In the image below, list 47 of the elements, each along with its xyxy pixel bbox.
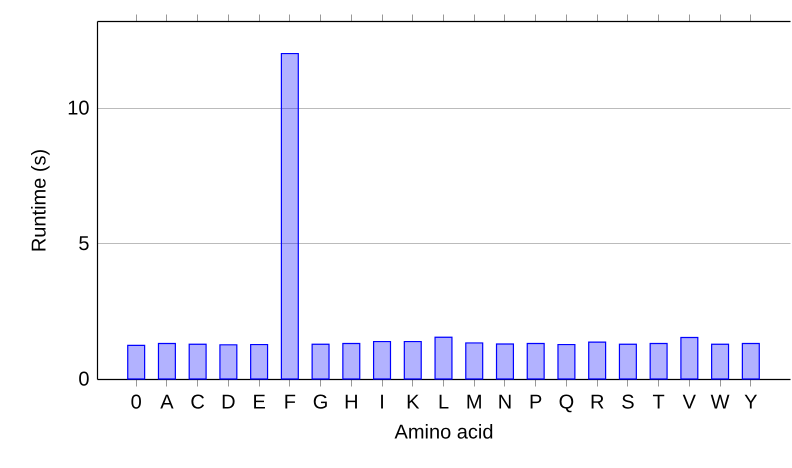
x-tick-label: W xyxy=(710,392,730,414)
x-tick-label: Q xyxy=(558,392,574,414)
x-tick-label: Y xyxy=(744,392,758,414)
x-tick-label: R xyxy=(590,392,604,414)
x-tick-label: A xyxy=(160,392,174,414)
bar xyxy=(219,344,238,380)
bar xyxy=(557,344,576,380)
bar xyxy=(280,52,299,380)
x-tick-label: H xyxy=(344,392,359,414)
bar xyxy=(434,336,453,380)
bar xyxy=(342,342,360,380)
x-tick-label: P xyxy=(529,392,542,414)
bar xyxy=(680,336,698,380)
bar xyxy=(158,342,176,380)
bar xyxy=(742,342,760,380)
bar xyxy=(588,342,606,380)
x-tick-label: T xyxy=(652,392,665,414)
bar xyxy=(711,344,730,380)
x-tick-label: C xyxy=(190,392,205,414)
bar xyxy=(188,344,207,380)
x-tick-label: I xyxy=(379,392,385,414)
bar xyxy=(465,342,484,380)
y-tick-label: 5 xyxy=(78,232,90,255)
bar xyxy=(526,342,545,380)
x-tick-label: D xyxy=(221,392,236,414)
bar xyxy=(618,344,637,380)
x-tick-label: G xyxy=(312,392,328,414)
x-tick-label: K xyxy=(406,392,420,414)
x-tick-label: V xyxy=(682,392,697,414)
y-axis-title: Runtime (s) xyxy=(28,148,50,252)
x-tick-label: 0 xyxy=(130,392,142,414)
bar xyxy=(127,344,146,380)
x-tick-label: E xyxy=(252,392,266,414)
bar xyxy=(312,344,330,380)
bar xyxy=(496,343,514,380)
bar xyxy=(372,340,392,380)
x-axis-title: Amino acid xyxy=(394,422,494,444)
bar xyxy=(250,344,268,380)
x-tick-label: F xyxy=(284,392,296,414)
y-tick-label: 10 xyxy=(67,97,90,120)
x-tick-label: S xyxy=(621,392,635,414)
x-tick-label: M xyxy=(466,392,483,414)
bar xyxy=(404,340,422,380)
x-tick-label: L xyxy=(438,392,450,414)
x-tick-label: N xyxy=(498,392,512,414)
y-tick-label: 0 xyxy=(78,368,90,390)
bar xyxy=(650,342,668,380)
